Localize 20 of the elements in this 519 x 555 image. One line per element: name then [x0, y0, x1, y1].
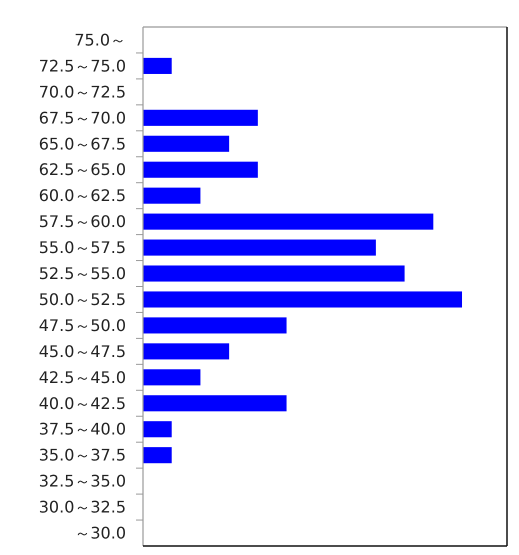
y-tick-label: 52.5～55.0 [38, 264, 126, 284]
y-tick-label: 35.0～37.5 [38, 446, 126, 465]
y-tick-label: 55.0～57.5 [38, 238, 126, 258]
y-tick-label: 75.0～ [74, 30, 126, 50]
y-tick-label: 65.0～67.5 [38, 134, 126, 154]
y-tick-label: 62.5～65.0 [38, 160, 126, 180]
y-tick-label: 37.5～40.0 [38, 420, 126, 439]
y-tick-label: 57.5～60.0 [38, 212, 126, 232]
y-tick-label: 42.5～45.0 [38, 368, 126, 387]
y-tick-label: 67.5～70.0 [38, 108, 126, 128]
y-tick-label: 50.0～52.5 [38, 290, 126, 309]
y-tick-label: 30.0～32.5 [38, 498, 126, 517]
y-tick-label: 72.5～75.0 [38, 56, 126, 76]
y-tick-label: ～30.0 [74, 524, 126, 543]
y-tick-label: 32.5～35.0 [38, 472, 126, 491]
y-tick-label: 47.5～50.0 [38, 316, 126, 335]
y-tick-label: 70.0～72.5 [38, 82, 126, 102]
y-tick-label: 40.0～42.5 [38, 394, 126, 413]
y-tick-label: 45.0～47.5 [38, 342, 126, 361]
y-tick-label: 60.0～62.5 [38, 186, 126, 206]
